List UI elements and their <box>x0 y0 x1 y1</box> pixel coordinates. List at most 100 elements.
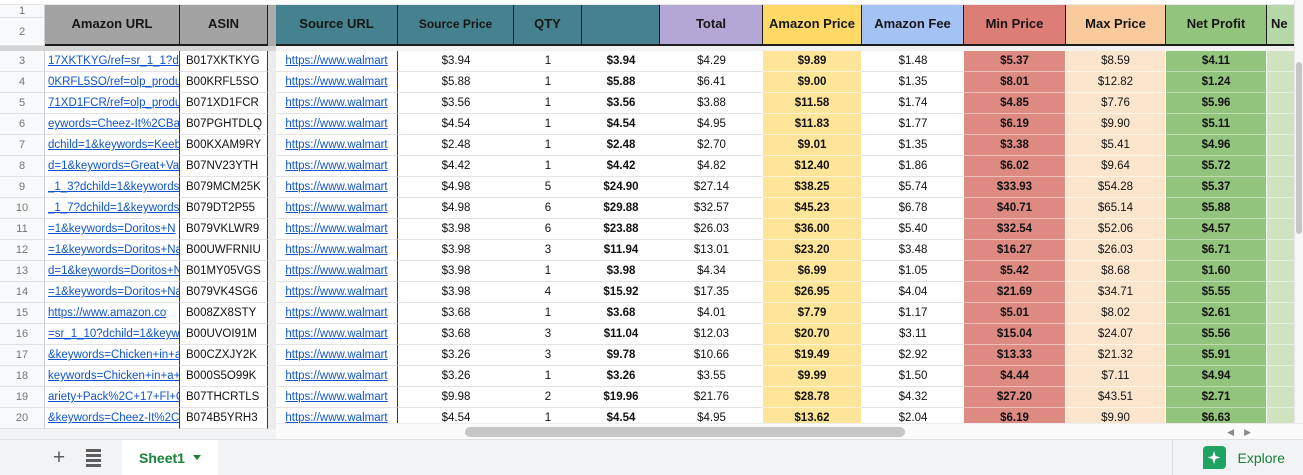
net-profit-cell[interactable]: $1.24 <box>1166 72 1267 93</box>
amazon-price-cell[interactable]: $7.79 <box>763 303 862 324</box>
column-header-amazon-fee[interactable]: Amazon Fee <box>862 5 964 46</box>
amazon-price-cell[interactable]: $12.40 <box>763 156 862 177</box>
source-url-cell[interactable]: https://www.walmart <box>276 261 398 282</box>
next-column-cell[interactable] <box>1267 261 1295 282</box>
max-price-cell[interactable]: $7.11 <box>1066 366 1166 387</box>
min-price-cell[interactable]: $4.85 <box>964 93 1066 114</box>
subtotal-cell[interactable]: $3.26 <box>582 366 660 387</box>
max-price-cell[interactable]: $5.41 <box>1066 135 1166 156</box>
source-price-cell[interactable]: $3.94 <box>398 51 514 72</box>
source-url-cell[interactable]: https://www.walmart <box>276 366 398 387</box>
row-number[interactable]: 10 <box>0 198 45 219</box>
amazon-url-cell[interactable]: dchild=1&keywords=Keeb <box>45 135 180 156</box>
amazon-fee-cell[interactable]: $3.48 <box>862 240 964 261</box>
source-price-cell[interactable]: $3.26 <box>398 345 514 366</box>
min-price-cell[interactable]: $5.42 <box>964 261 1066 282</box>
subtotal-cell[interactable]: $19.96 <box>582 387 660 408</box>
amazon-url-cell[interactable]: =1&keywords=Doritos+Na <box>45 282 180 303</box>
row-number[interactable]: 9 <box>0 177 45 198</box>
amazon-url-cell[interactable]: d=1&keywords=Great+Va <box>45 156 180 177</box>
amazon-url-cell[interactable]: =1&keywords=Doritos+Na <box>45 240 180 261</box>
max-price-cell[interactable]: $54.28 <box>1066 177 1166 198</box>
min-price-cell[interactable]: $16.27 <box>964 240 1066 261</box>
net-profit-cell[interactable]: $4.11 <box>1166 51 1267 72</box>
next-column-cell[interactable] <box>1267 177 1295 198</box>
amazon-fee-cell[interactable]: $5.74 <box>862 177 964 198</box>
total-cell[interactable]: $13.01 <box>660 240 763 261</box>
net-profit-cell[interactable]: $5.37 <box>1166 177 1267 198</box>
column-header-total[interactable]: Total <box>660 5 763 46</box>
max-price-cell[interactable]: $26.03 <box>1066 240 1166 261</box>
min-price-cell[interactable]: $32.54 <box>964 219 1066 240</box>
amazon-url-cell[interactable]: =sr_1_10?dchild=1&keyw <box>45 324 180 345</box>
amazon-price-cell[interactable]: $9.01 <box>763 135 862 156</box>
asin-cell[interactable]: B00UVOI91M <box>180 324 268 345</box>
min-price-cell[interactable]: $40.71 <box>964 198 1066 219</box>
qty-cell[interactable]: 1 <box>514 261 582 282</box>
net-profit-cell[interactable]: $5.96 <box>1166 93 1267 114</box>
next-column-cell[interactable] <box>1267 282 1295 303</box>
source-url-cell[interactable]: https://www.walmart <box>276 51 398 72</box>
amazon-url-cell[interactable]: 71XD1FCR/ref=olp_produ <box>45 93 180 114</box>
qty-cell[interactable]: 1 <box>514 51 582 72</box>
qty-cell[interactable]: 6 <box>514 198 582 219</box>
max-price-cell[interactable]: $21.32 <box>1066 345 1166 366</box>
qty-cell[interactable]: 2 <box>514 387 582 408</box>
sheet-tab[interactable]: Sheet1 <box>122 439 218 475</box>
next-column-cell[interactable] <box>1267 72 1295 93</box>
column-header-subtotal[interactable] <box>582 5 660 46</box>
amazon-fee-cell[interactable]: $4.04 <box>862 282 964 303</box>
next-column-cell[interactable] <box>1267 51 1295 72</box>
min-price-cell[interactable]: $8.01 <box>964 72 1066 93</box>
column-header-next-clipped[interactable]: Ne <box>1267 5 1295 46</box>
source-price-cell[interactable]: $4.54 <box>398 114 514 135</box>
next-column-cell[interactable] <box>1267 219 1295 240</box>
asin-cell[interactable]: B07NV23YTH <box>180 156 268 177</box>
qty-cell[interactable]: 4 <box>514 282 582 303</box>
row-number[interactable]: 5 <box>0 93 45 114</box>
amazon-url-cell[interactable]: _1_3?dchild=1&keywords <box>45 177 180 198</box>
net-profit-cell[interactable]: $5.91 <box>1166 345 1267 366</box>
asin-cell[interactable]: B079VK4SG6 <box>180 282 268 303</box>
source-url-cell[interactable]: https://www.walmart <box>276 198 398 219</box>
amazon-fee-cell[interactable]: $1.77 <box>862 114 964 135</box>
amazon-fee-cell[interactable]: $5.40 <box>862 219 964 240</box>
subtotal-cell[interactable]: $29.88 <box>582 198 660 219</box>
total-cell[interactable]: $26.03 <box>660 219 763 240</box>
min-price-cell[interactable]: $21.69 <box>964 282 1066 303</box>
column-header-amazon-price[interactable]: Amazon Price <box>763 5 862 46</box>
min-price-cell[interactable]: $33.93 <box>964 177 1066 198</box>
total-cell[interactable]: $2.70 <box>660 135 763 156</box>
row-number[interactable]: 15 <box>0 303 45 324</box>
total-cell[interactable]: $32.57 <box>660 198 763 219</box>
next-column-cell[interactable] <box>1267 135 1295 156</box>
total-cell[interactable]: $3.55 <box>660 366 763 387</box>
row-number[interactable]: 20 <box>0 408 45 429</box>
next-column-cell[interactable] <box>1267 198 1295 219</box>
next-column-cell[interactable] <box>1267 114 1295 135</box>
max-price-cell[interactable]: $24.07 <box>1066 324 1166 345</box>
amazon-fee-cell[interactable]: $1.48 <box>862 51 964 72</box>
amazon-fee-cell[interactable]: $1.35 <box>862 72 964 93</box>
column-header-qty[interactable]: QTY <box>514 5 582 46</box>
source-price-cell[interactable]: $3.68 <box>398 324 514 345</box>
subtotal-cell[interactable]: $4.54 <box>582 114 660 135</box>
asin-cell[interactable]: B00KRFL5SO <box>180 72 268 93</box>
column-header-net-profit[interactable]: Net Profit <box>1166 5 1267 46</box>
asin-cell[interactable]: B00KXAM9RY <box>180 135 268 156</box>
subtotal-cell[interactable]: $4.42 <box>582 156 660 177</box>
row-number[interactable]: 7 <box>0 135 45 156</box>
amazon-price-cell[interactable]: $9.89 <box>763 51 862 72</box>
source-price-cell[interactable]: $3.98 <box>398 261 514 282</box>
total-cell[interactable]: $12.03 <box>660 324 763 345</box>
vertical-scrollbar[interactable] <box>1294 0 1303 423</box>
source-url-cell[interactable]: https://www.walmart <box>276 93 398 114</box>
asin-cell[interactable]: B074B5YRH3 <box>180 408 268 429</box>
row-number[interactable]: 17 <box>0 345 45 366</box>
next-column-cell[interactable] <box>1267 366 1295 387</box>
row-number[interactable]: 11 <box>0 219 45 240</box>
amazon-url-cell[interactable]: &keywords=Chicken+in+a <box>45 345 180 366</box>
next-column-cell[interactable] <box>1267 303 1295 324</box>
amazon-url-cell[interactable]: keywords=Chicken+in+a+E <box>45 366 180 387</box>
asin-cell[interactable]: B01MY05VGS <box>180 261 268 282</box>
